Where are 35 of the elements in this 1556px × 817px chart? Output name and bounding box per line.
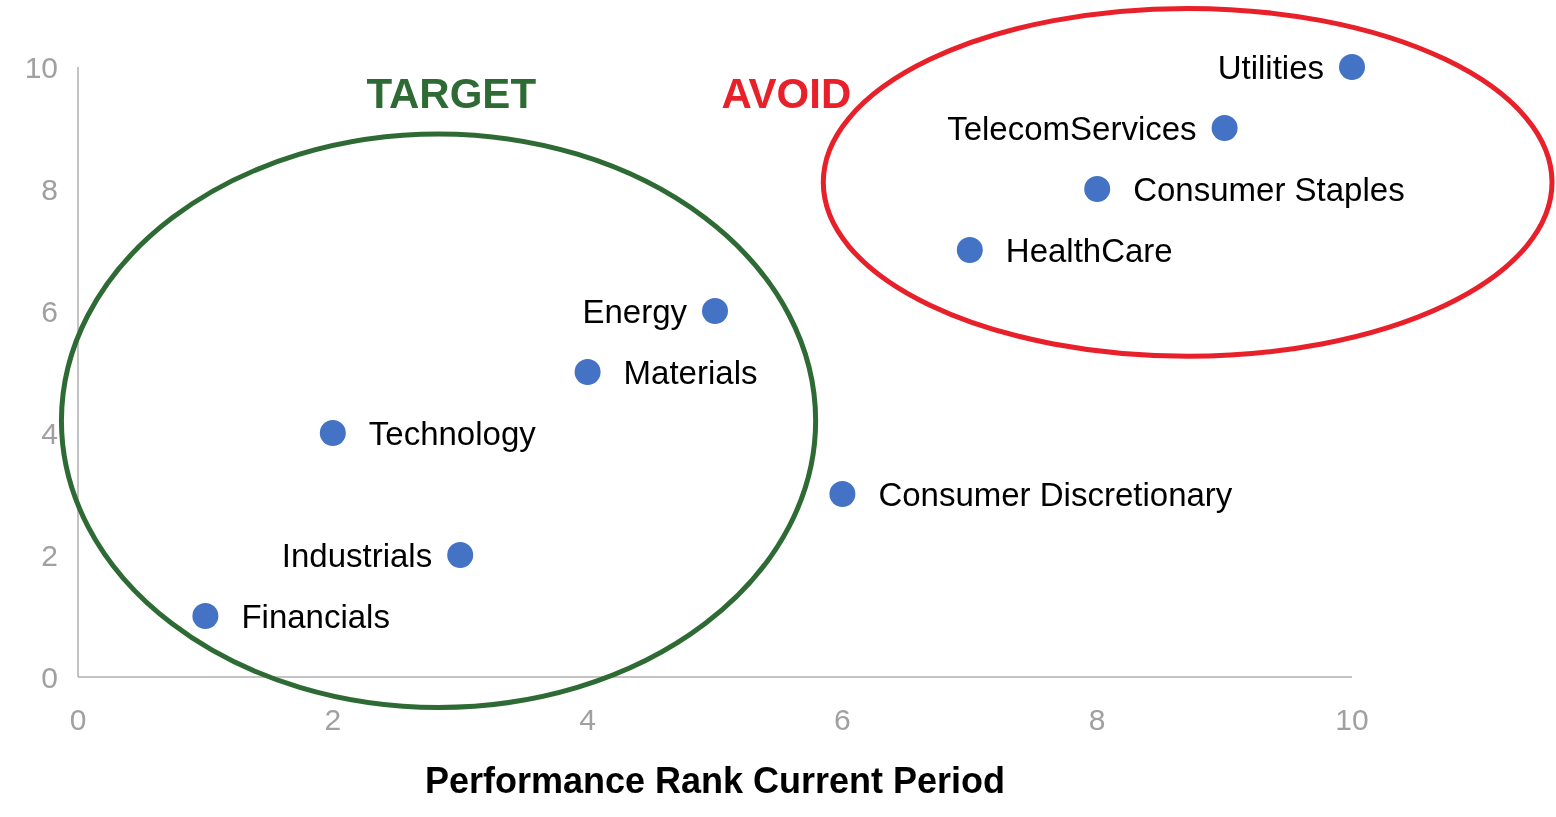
annotation: Industrials <box>281 536 433 574</box>
point <box>956 237 983 263</box>
y-tick-label: 10 <box>24 50 58 84</box>
annotation: Consumer Discretionary <box>878 475 1233 513</box>
annotation: Energy <box>582 292 688 330</box>
y-tick-label: 6 <box>41 294 58 328</box>
annotation: Consumer Staples <box>1133 170 1405 208</box>
point <box>192 603 219 629</box>
annotation: HealthCare <box>1005 231 1173 269</box>
x-axis-title: Performance Rank Current Period <box>424 760 1006 801</box>
x-tick-label: 4 <box>579 703 596 737</box>
point <box>447 542 474 568</box>
x-tick-label: 0 <box>69 703 87 737</box>
annotation: TelecomServices <box>947 109 1197 147</box>
point <box>574 359 601 385</box>
annotation: Materials <box>623 353 758 391</box>
x-tick-label: 6 <box>834 703 851 737</box>
x-tick-label: 8 <box>1088 703 1106 737</box>
y-tick-label: 4 <box>41 416 58 450</box>
x-tick-label: 2 <box>324 703 342 737</box>
y-tick-label: 0 <box>41 660 58 694</box>
annotation: AVOID <box>721 69 852 117</box>
point <box>1339 54 1365 80</box>
point <box>702 298 728 324</box>
point <box>1084 176 1111 202</box>
x-tick-label: 10 <box>1335 703 1369 737</box>
point <box>1211 115 1238 141</box>
point <box>829 481 856 507</box>
y-tick-label: 8 <box>41 172 58 206</box>
annotation: Utilities <box>1217 48 1324 86</box>
point <box>319 420 346 446</box>
annotation: TARGET <box>366 69 537 117</box>
y-tick-label: 2 <box>41 538 58 572</box>
annotation: Financials <box>241 597 390 635</box>
annotation: Technology <box>368 414 537 452</box>
